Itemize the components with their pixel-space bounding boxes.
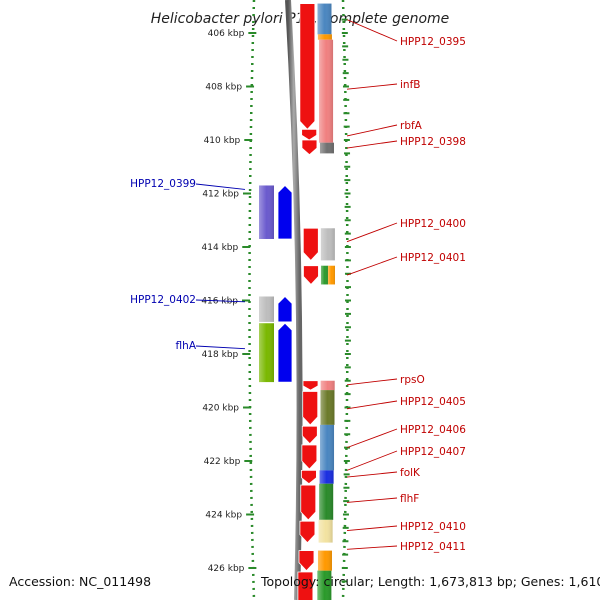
reverse-gene-label: HPP12_0402 [130,294,196,306]
forward-gene-arrow [297,571,314,600]
forward-gene-shade [320,380,335,391]
reverse-gene-arrow [277,295,293,323]
left-ruler-line [248,0,256,600]
forward-gene-label: infB [400,79,420,91]
forward-gene-label: HPP12_0401 [400,252,466,264]
forward-gene-arrow [299,520,316,544]
forward-gene-shade [320,424,335,471]
forward-gene-shade [320,390,335,425]
forward-label-leader [346,400,398,410]
forward-gene-arrow [302,227,319,261]
forward-gene-label: HPP12_0400 [400,218,466,230]
forward-gene-shade [320,228,335,261]
forward-label-leader [346,471,398,478]
forward-gene-shade [327,265,335,285]
axis-tick-label: 408 kbp [205,83,242,93]
reverse-gene-arrow [277,184,293,240]
forward-gene-arrow [299,3,316,130]
forward-gene-arrow [302,391,319,426]
accession-text: Accession: NC_011498 [9,574,151,589]
right-ruler-line [341,0,349,600]
forward-strand-arrows [297,3,319,600]
axis-tick-label: 406 kbp [208,29,245,39]
forward-gene-arrow [301,128,318,141]
forward-gene-label: HPP12_0410 [400,521,466,533]
forward-gene-shade [319,142,334,154]
reverse-genes-track [259,184,293,383]
axis-tick-label: 420 kbp [202,404,239,414]
forward-gene-label: rpsO [400,374,425,386]
reverse-gene-label: HPP12_0399 [130,178,196,190]
reverse-gene-arrow [277,322,293,383]
forward-gene-shade [319,39,334,143]
forward-gene-label: HPP12_0407 [400,446,466,458]
axis-tick-label: 410 kbp [204,136,241,146]
forward-gene-label: flhF [400,493,419,505]
forward-gene-label: HPP12_0398 [400,136,466,148]
forward-gene-label: HPP12_0395 [400,36,466,48]
forward-gene-arrow [301,444,318,470]
forward-label-leader [346,378,398,386]
backbone-curve [285,0,303,600]
forward-gene-arrow [301,469,317,485]
forward-gene-arrow [303,265,319,286]
forward-gene-shade [320,265,328,285]
forward-gene-shade [317,570,332,600]
forward-gene-shade [318,519,333,543]
forward-label-leader [346,545,398,550]
forward-genes-track [317,3,335,600]
axis-tick-label: 414 kbp [202,243,239,253]
forward-label-leader [346,428,398,449]
forward-label-leader [346,256,398,276]
forward-gene-label: HPP12_0405 [400,396,466,408]
forward-gene-arrow [301,139,318,156]
forward-label-leader [346,83,398,90]
ruler-dotted-lines [248,0,351,600]
forward-gene-shade [319,470,334,484]
forward-gene-shade [317,550,332,571]
forward-gene-label: HPP12_0406 [400,424,466,436]
forward-gene-shade [317,3,332,35]
axis-tick-label: 416 kbp [201,297,238,307]
reverse-gene-shade [259,296,274,322]
forward-label-leader [346,450,398,471]
forward-gene-arrow [298,550,315,572]
forward-gene-shade [317,34,332,40]
axis-ticks: 406 kbp 408 kbp 410 kbp 412 kbp 414 kbp 416 k… [201,29,257,574]
forward-gene-arrow [301,425,318,445]
forward-label-leader [346,525,398,531]
reverse-gene-shade [259,185,274,239]
forward-label-leader [346,140,398,149]
reverse-label-leader [195,299,246,303]
axis-tick-label: 424 kbp [205,511,242,521]
forward-label-leader [346,124,398,137]
axis-tick-label: 426 kbp [208,564,245,574]
forward-label-leader [346,222,398,243]
forward-label-leader [346,497,398,503]
forward-gene-arrow [300,484,317,521]
forward-gene-label: folK [400,467,421,479]
forward-gene-label: rbfA [400,120,423,132]
forward-label-leader [346,19,398,42]
forward-gene-arrow [302,380,319,391]
reverse-gene-shade [259,323,274,383]
axis-tick-label: 418 kbp [202,350,239,360]
forward-gene-labels: HPP12_0395 infB rbfA HPP12_0398 HPP12_0400 HP… [346,19,466,553]
reverse-gene-label: flhA [176,340,197,352]
axis-tick-label: 422 kbp [204,457,241,467]
forward-gene-shade [319,483,334,520]
reverse-label-leader [195,183,246,190]
reverse-gene-labels: HPP12_0399 HPP12_0402 flhA [130,178,246,352]
genome-backbone [285,0,303,600]
forward-gene-label: HPP12_0411 [400,541,466,553]
reverse-label-leader [195,345,246,350]
axis-tick-label: 412 kbp [202,190,239,200]
topology-text: Topology: circular; Length: 1,673,813 bp… [260,574,600,589]
